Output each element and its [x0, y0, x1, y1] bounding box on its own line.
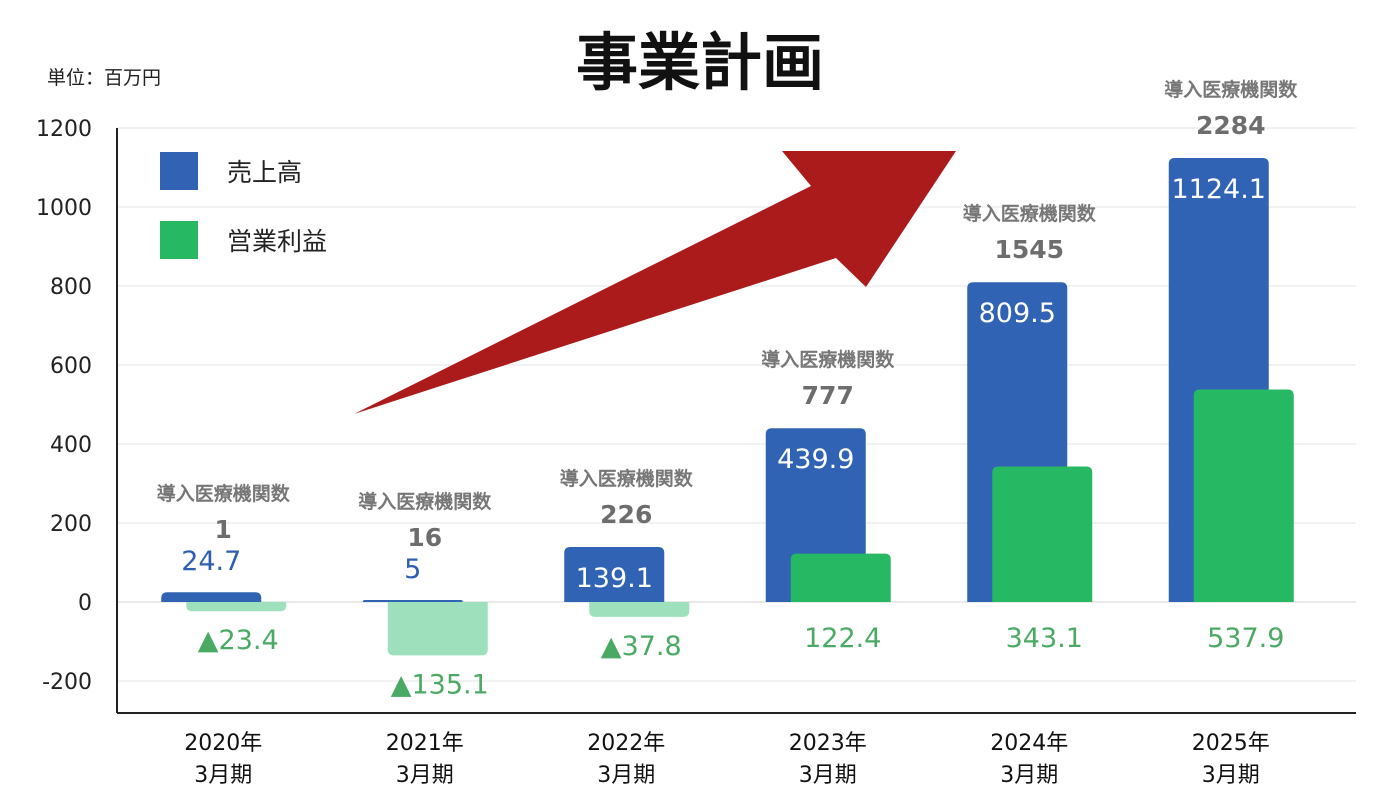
institutions-value: 1545 — [994, 235, 1064, 264]
y-axis-ticks: 1200 1000 800 600 400 200 0 -200 — [36, 117, 92, 695]
x-tick-year: 2020年 — [184, 731, 262, 756]
unit-label: 単位：百万円 — [47, 67, 161, 89]
y-tick-label: 1000 — [36, 196, 92, 221]
profit-bar — [589, 602, 690, 617]
data-labels: 24.7 ▲23.4 導入医療機関数 1 5 ▲135.1 導入医療機関数 16 139.1 ▲3… — [157, 78, 1299, 700]
x-tick-year: 2025年 — [1192, 731, 1270, 756]
profit-bar — [790, 553, 891, 602]
profit-bar — [387, 602, 488, 656]
x-tick-period: 3月期 — [1202, 763, 1260, 788]
chart-title: 事業計画 — [576, 26, 824, 99]
axes — [116, 128, 1356, 714]
sales-data-label: 139.1 — [576, 563, 653, 594]
legend-swatch-profit — [160, 221, 198, 259]
x-tick-period: 3月期 — [396, 763, 454, 788]
sales-data-label: 24.7 — [181, 546, 241, 577]
institutions-value: 16 — [407, 523, 442, 552]
growth-arrow-shape — [354, 151, 956, 414]
x-tick-period: 3月期 — [799, 763, 857, 788]
sales-data-label: 439.9 — [777, 444, 854, 475]
profit-data-label: 343.1 — [1006, 623, 1083, 654]
y-tick-label: 0 — [78, 591, 92, 616]
institutions-label: 導入医療機関数 — [560, 467, 694, 490]
profit-data-label: ▲23.4 — [198, 625, 279, 656]
institutions-value: 226 — [600, 500, 652, 529]
legend-label-profit: 営業利益 — [227, 227, 327, 256]
x-tick-year: 2023年 — [789, 731, 867, 756]
institutions-label: 導入医療機関数 — [761, 348, 895, 371]
sales-data-label: 1124.1 — [1172, 174, 1266, 205]
x-axis-ticks: 2020年 3月期 2021年 3月期 2022年 3月期 2023年 3月期 2024年 3月期… — [184, 731, 1270, 788]
x-tick-period: 3月期 — [597, 763, 655, 788]
institutions-label: 導入医療機関数 — [1164, 78, 1298, 101]
bars — [161, 157, 1294, 656]
sales-bar — [564, 547, 665, 602]
institutions-label: 導入医療機関数 — [157, 482, 291, 505]
institutions-value: 2284 — [1196, 111, 1266, 140]
growth-arrow — [354, 151, 956, 414]
y-tick-label: -200 — [42, 670, 92, 695]
profit-data-label: ▲37.8 — [601, 631, 682, 662]
institutions-value: 1 — [215, 515, 232, 544]
y-tick-label: 200 — [50, 512, 92, 537]
sales-data-label: 809.5 — [979, 298, 1056, 329]
y-tick-label: 1200 — [36, 117, 92, 142]
institutions-label: 導入医療機関数 — [963, 202, 1097, 225]
profit-bar — [992, 466, 1093, 602]
sales-bar — [161, 592, 262, 602]
sales-data-label: 5 — [404, 554, 421, 585]
institutions-value: 777 — [802, 381, 854, 410]
legend-label-sales: 売上高 — [227, 158, 302, 187]
institutions-label: 導入医療機関数 — [358, 490, 492, 513]
profit-data-label: ▲135.1 — [391, 669, 489, 700]
x-tick-year: 2021年 — [386, 731, 464, 756]
y-tick-label: 600 — [50, 354, 92, 379]
x-tick-year: 2024年 — [990, 731, 1068, 756]
profit-bar — [1193, 389, 1294, 602]
profit-data-label: 122.4 — [804, 623, 881, 654]
sales-bar — [362, 600, 463, 602]
y-tick-label: 800 — [50, 275, 92, 300]
x-tick-period: 3月期 — [194, 763, 252, 788]
profit-bar — [186, 602, 287, 612]
legend: 売上高 営業利益 — [160, 152, 327, 259]
x-tick-period: 3月期 — [1000, 763, 1058, 788]
x-tick-year: 2022年 — [587, 731, 665, 756]
y-tick-label: 400 — [50, 433, 92, 458]
legend-swatch-sales — [160, 152, 198, 190]
profit-data-label: 537.9 — [1207, 623, 1284, 654]
